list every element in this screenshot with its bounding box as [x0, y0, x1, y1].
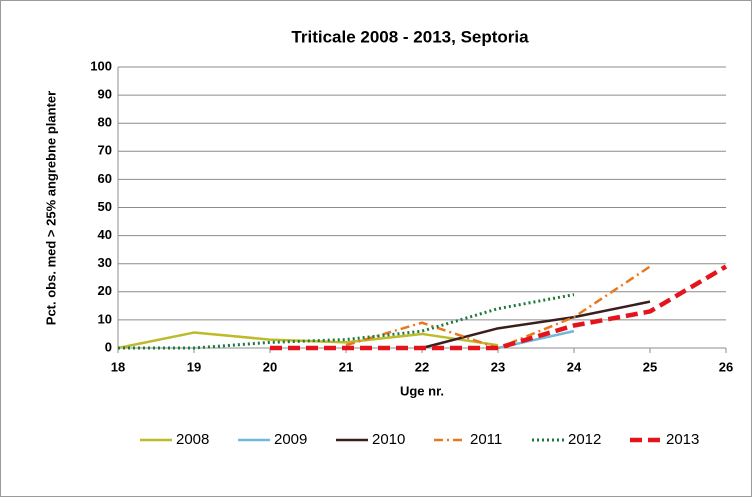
y-tick-label: 50: [98, 199, 112, 214]
x-tick-label: 24: [567, 359, 582, 374]
legend-label: 2008: [176, 431, 209, 448]
y-tick-label: 30: [98, 255, 112, 270]
y-tick-label: 80: [98, 115, 112, 130]
legend-label: 2012: [568, 431, 601, 448]
series-line: [270, 264, 728, 351]
y-tick-label: 60: [98, 171, 112, 186]
legend-label: 2013: [666, 431, 699, 448]
x-tick-label: 23: [491, 359, 505, 374]
y-axis-label: Pct. obs. med > 25% angrebne planter: [43, 91, 58, 325]
series-line: [421, 300, 651, 350]
x-tick-label: 21: [339, 359, 353, 374]
y-tick-label: 10: [98, 311, 112, 326]
legend-label: 2009: [274, 431, 307, 448]
x-axis-label: Uge nr.: [400, 383, 444, 398]
y-tick-label: 20: [98, 283, 112, 298]
x-tick-label: 26: [719, 359, 733, 374]
x-tick-label: 22: [415, 359, 429, 374]
x-tick-label: 18: [111, 359, 125, 374]
y-tick-label: 70: [98, 143, 112, 158]
y-tick-label: 0: [105, 339, 112, 354]
legend-label: 2010: [372, 431, 405, 448]
y-tick-label: 90: [98, 87, 112, 102]
x-tick-label: 20: [263, 359, 277, 374]
legend-label: 2011: [470, 431, 502, 448]
x-tick-label: 19: [187, 359, 201, 374]
series-line: [118, 293, 575, 350]
y-tick-label: 100: [90, 58, 112, 73]
x-tick-label: 25: [643, 359, 657, 374]
chart-title: Triticale 2008 - 2013, Septoria: [291, 27, 529, 46]
y-tick-label: 40: [98, 227, 112, 242]
